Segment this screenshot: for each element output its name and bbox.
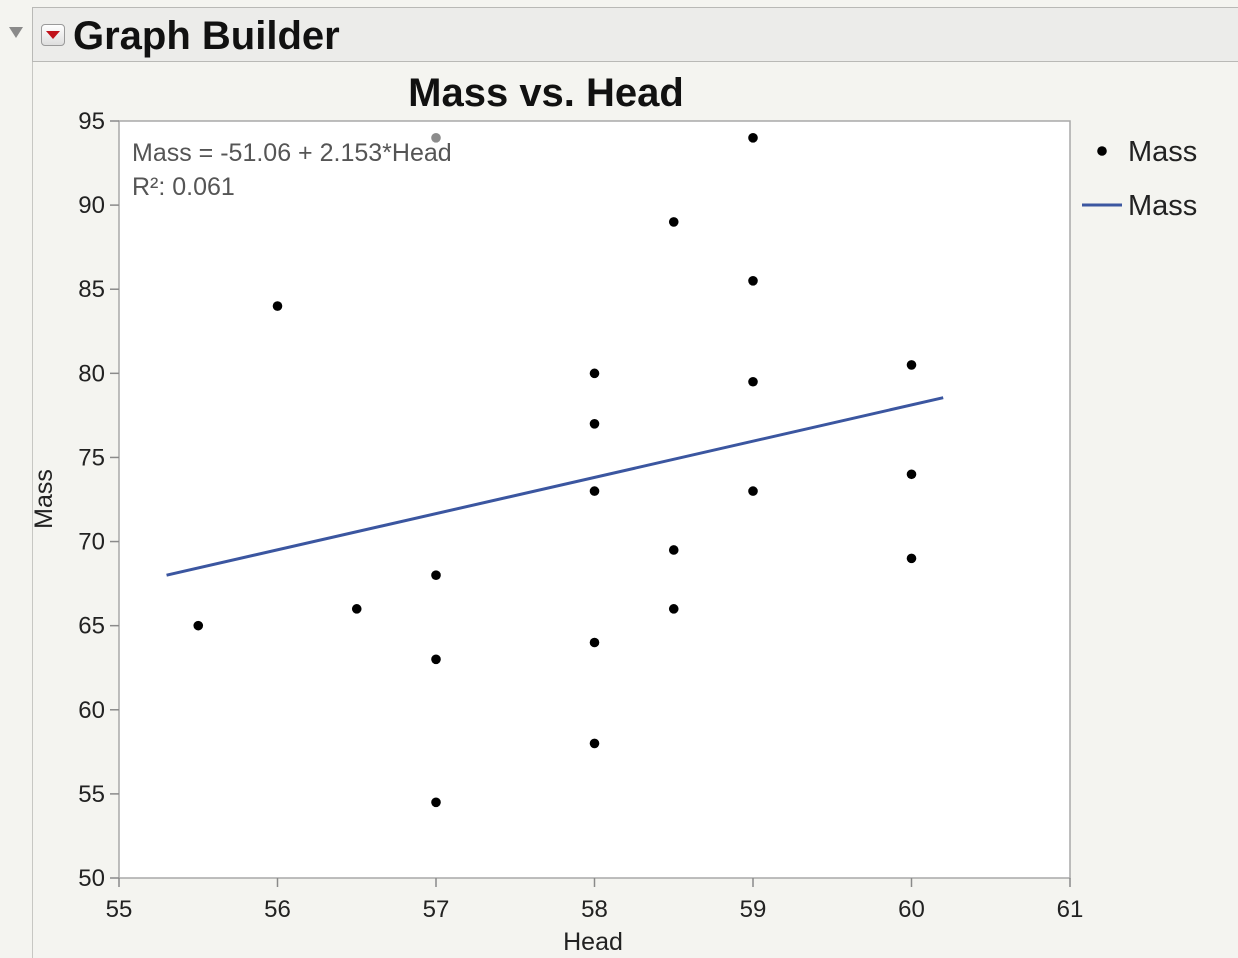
fit-equation: Mass = -51.06 + 2.153*Head [132,139,452,167]
data-point[interactable] [906,360,917,370]
x-tick-label: 55 [106,896,133,923]
y-tick-label: 60 [78,697,105,724]
data-point[interactable] [589,419,600,429]
fit-line[interactable] [166,396,944,577]
y-tick-label: 85 [78,276,105,303]
data-point[interactable] [431,133,441,143]
x-axis-title: Head [563,928,623,956]
data-points [193,133,917,808]
regression-fit [166,396,944,577]
y-tick-label: 80 [78,360,105,387]
data-point[interactable] [906,469,917,480]
data-point[interactable] [351,604,362,614]
x-tick-label: 61 [1057,896,1084,923]
y-axis: 50 55 60 65 70 75 80 85 90 95 [78,108,119,892]
y-tick-label: 90 [78,192,105,219]
data-point[interactable] [668,217,679,227]
data-point[interactable] [431,654,441,665]
data-point[interactable] [589,368,600,379]
data-point[interactable] [589,738,600,749]
x-tick-label: 58 [581,896,608,923]
x-axis: 55 56 57 58 59 60 61 [106,878,1084,923]
data-point[interactable] [748,133,758,143]
y-tick-label: 75 [78,444,105,471]
data-point[interactable] [589,486,600,496]
x-tick-label: 57 [423,896,450,923]
graph-builder-header: Graph Builder [32,7,1238,62]
data-point[interactable] [193,620,204,631]
x-tick-label: 59 [740,896,767,923]
legend: Mass Mass [1082,136,1197,222]
legend-label-line[interactable]: Mass [1128,190,1197,222]
legend-marker-points [1097,146,1107,156]
y-tick-label: 95 [78,108,105,135]
data-point[interactable] [589,637,600,648]
data-point[interactable] [748,486,758,496]
data-point[interactable] [906,553,917,564]
y-tick-label: 50 [78,865,105,892]
data-point[interactable] [431,570,441,580]
data-point[interactable] [272,301,283,311]
data-point[interactable] [748,376,758,387]
data-point[interactable] [431,797,441,808]
plot-area[interactable] [118,120,1071,879]
x-tick-label: 60 [898,896,925,923]
report-border [32,62,33,958]
chart-title: Mass vs. Head [408,71,684,115]
y-axis-title: Mass [30,469,58,529]
report-title: Graph Builder [73,14,340,58]
data-point[interactable] [748,276,758,286]
data-point[interactable] [668,604,679,614]
x-tick-label: 56 [264,896,291,923]
fit-r-squared: R²: 0.061 [132,173,235,201]
data-point[interactable] [668,545,679,555]
y-tick-label: 55 [78,781,105,808]
y-tick-label: 70 [78,529,105,556]
red-triangle-menu-icon[interactable] [41,24,65,46]
legend-label-points[interactable]: Mass [1128,136,1197,168]
collapse-triangle-icon[interactable] [9,27,23,38]
y-tick-label: 65 [78,613,105,640]
